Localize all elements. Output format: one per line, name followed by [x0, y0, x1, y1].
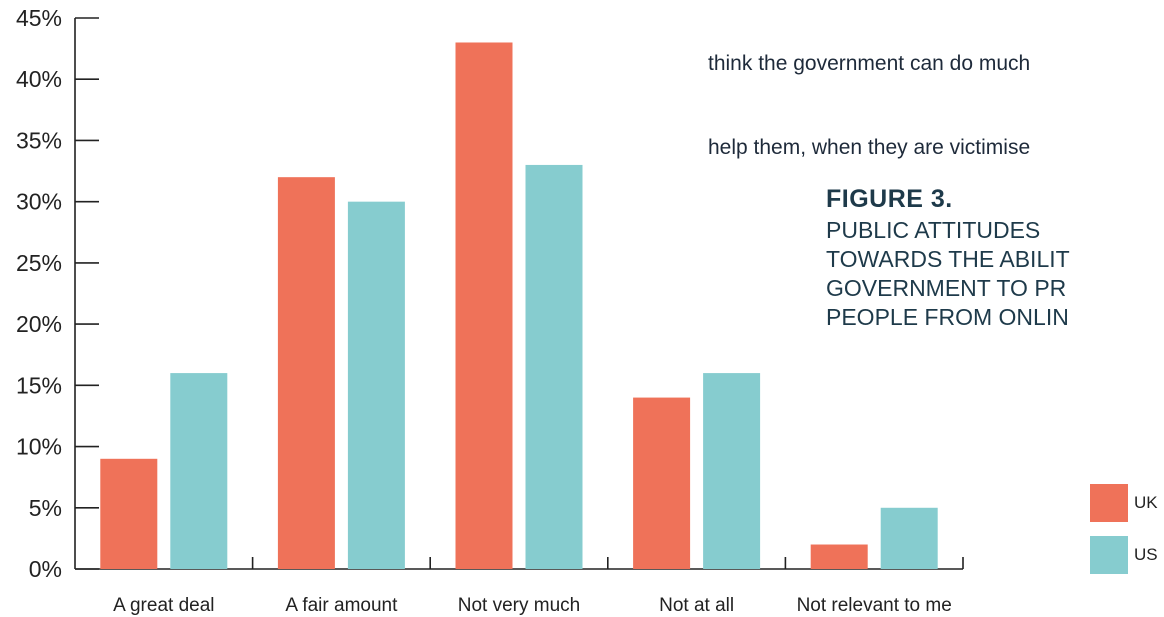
y-tick-label: 30%: [16, 189, 62, 215]
figure-caption: FIGURE 3. PUBLIC ATTITUDES TOWARDS THE A…: [826, 182, 1164, 332]
bar-uk-not-relevant-to-me: [810, 544, 868, 569]
figure-caption-line: PEOPLE FROM ONLIN: [826, 304, 1069, 330]
figure-caption-line: TOWARDS THE ABILIT: [826, 246, 1070, 272]
legend-item-uk: UK: [1090, 484, 1164, 522]
y-tick-label: 35%: [16, 127, 62, 153]
y-tick-label: 0%: [29, 556, 62, 582]
y-tick-label: 45%: [16, 5, 62, 31]
legend-label-us: US: [1134, 545, 1158, 564]
bar-us-a-great-deal: [170, 373, 228, 569]
legend-swatch-us: [1090, 536, 1128, 574]
bar-us-a-fair-amount: [347, 201, 405, 569]
bar-us-not-very-much: [525, 164, 583, 569]
figure-caption-line: GOVERNMENT TO PR: [826, 275, 1067, 301]
bar-us-not-relevant-to-me: [880, 507, 938, 569]
legend-item-us: US: [1090, 536, 1164, 574]
x-tick-label: Not at all: [659, 595, 734, 616]
bar-uk-not-very-much: [455, 42, 513, 569]
intro-text: think the government can do much help th…: [708, 0, 1164, 190]
figure-label: FIGURE 3.: [826, 185, 953, 213]
y-tick-label: 10%: [16, 434, 62, 460]
x-tick-label: Not very much: [458, 595, 580, 616]
y-tick-label: 15%: [16, 372, 62, 398]
bar-us-not-at-all: [703, 373, 761, 569]
y-tick-label: 5%: [29, 495, 62, 521]
legend-swatch-uk: [1090, 484, 1128, 522]
intro-line: help them, when they are victimise: [708, 136, 1031, 159]
y-tick-label: 25%: [16, 250, 62, 276]
legend-label-uk: UK: [1134, 493, 1158, 512]
intro-line: think the government can do much: [708, 52, 1031, 75]
figure-caption-line: PUBLIC ATTITUDES: [826, 217, 1041, 243]
legend: UK US: [1090, 484, 1164, 588]
x-tick-label: A fair amount: [285, 595, 398, 616]
bar-uk-not-at-all: [633, 397, 691, 569]
x-tick-label: A great deal: [113, 595, 214, 616]
x-tick-label: Not relevant to me: [797, 595, 952, 616]
bar-uk-a-great-deal: [100, 458, 158, 569]
bar-uk-a-fair-amount: [277, 177, 335, 569]
y-tick-label: 20%: [16, 311, 62, 337]
y-tick-label: 40%: [16, 66, 62, 92]
